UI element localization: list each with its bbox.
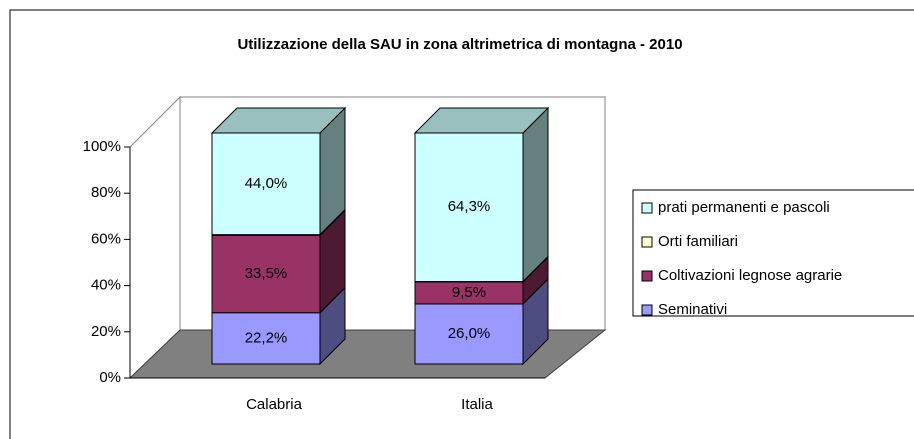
chart-title: Utilizzazione della SAU in zona altrimet… [237, 36, 682, 53]
x-tick-label: Italia [461, 396, 493, 413]
left-wall [129, 95, 181, 380]
legend-swatch [641, 270, 653, 282]
data-label: 26,0% [448, 325, 491, 342]
bar-side [522, 106, 549, 283]
legend-box [632, 189, 914, 317]
y-tick-label: 40% [91, 277, 121, 294]
data-label: 22,2% [245, 329, 288, 346]
x-tick-label: Calabria [246, 396, 303, 413]
legend-swatch [641, 202, 653, 214]
bar-top [210, 107, 347, 134]
data-label: 64,3% [448, 198, 491, 215]
legend-swatch [641, 236, 653, 248]
legend-label: prati permanenti e pascoli [658, 199, 830, 216]
bar [414, 303, 524, 365]
legend-label: Seminativi [658, 301, 727, 318]
legend-swatch [641, 304, 653, 316]
legend-label: Orti familiari [658, 233, 738, 250]
y-tick-label: 20% [91, 323, 121, 340]
bar [211, 234, 321, 314]
bar [414, 132, 524, 283]
legend-label: Coltivazioni legnose agrarie [658, 267, 842, 284]
data-label: 9,5% [452, 284, 486, 301]
bar [211, 312, 321, 365]
y-tick-label: 60% [91, 230, 121, 247]
y-tick-label: 0% [99, 369, 121, 386]
data-label: 33,5% [245, 265, 288, 282]
bar-top [413, 107, 550, 134]
data-label: 44,0% [245, 175, 288, 192]
y-tick-label: 100% [83, 138, 121, 155]
y-tick-label: 80% [91, 184, 121, 201]
